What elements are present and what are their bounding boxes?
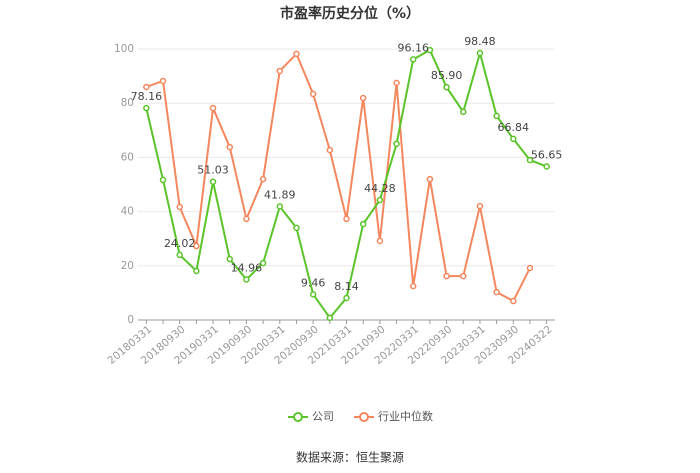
point (426, 175, 434, 183)
point (309, 90, 317, 98)
point (510, 297, 517, 305)
series-line (146, 52, 531, 303)
data-label: 78.16 (131, 90, 163, 103)
y-tick-label: 60 (121, 151, 134, 163)
point (309, 291, 317, 298)
point (159, 77, 167, 85)
point (143, 104, 150, 112)
point (143, 83, 150, 91)
point (460, 272, 467, 280)
chart-title: 市盈率历史分位（%） (280, 5, 420, 22)
source-note: 数据来源：恒生聚源 (296, 450, 404, 465)
point (159, 176, 167, 184)
point (409, 56, 417, 63)
point (209, 104, 217, 112)
point (376, 237, 384, 245)
point (476, 49, 484, 57)
point (426, 46, 434, 54)
point (510, 135, 517, 143)
legend-marker (293, 412, 303, 422)
data-label: 66.84 (498, 121, 530, 134)
point (376, 196, 384, 204)
point (393, 79, 400, 87)
point (359, 94, 367, 102)
point (326, 146, 334, 154)
y-tick-label: 40 (121, 206, 134, 218)
data-label: 98.48 (464, 35, 496, 48)
point (243, 215, 250, 223)
point (460, 108, 467, 116)
data-label: 14.96 (231, 261, 263, 274)
data-label: 56.65 (531, 148, 563, 161)
point (193, 242, 200, 250)
point (343, 294, 350, 302)
point (493, 112, 500, 120)
point (276, 67, 284, 75)
point (293, 50, 300, 58)
data-label: 85.90 (431, 69, 463, 82)
point (526, 264, 534, 272)
point (443, 83, 450, 91)
point (259, 175, 267, 183)
data-label: 44.28 (364, 182, 396, 195)
point (443, 272, 450, 280)
data-label: 41.89 (264, 188, 296, 201)
point (176, 251, 183, 259)
data-label: 96.16 (397, 41, 429, 54)
legend-label: 公司 (312, 410, 334, 423)
y-tick-label: 20 (121, 260, 134, 272)
series-line (145, 48, 548, 320)
point (226, 255, 233, 263)
point (226, 143, 233, 151)
point (326, 314, 334, 322)
point (343, 215, 350, 223)
point (193, 267, 200, 275)
point (259, 259, 267, 267)
point (543, 163, 550, 170)
point (526, 156, 534, 164)
legend-marker (359, 412, 369, 422)
data-label: 24.02 (164, 237, 196, 250)
point (393, 140, 400, 148)
point (409, 282, 417, 290)
y-tick-label: 80 (121, 97, 134, 109)
data-label: 51.03 (197, 164, 229, 177)
data-label: 8.14 (334, 280, 359, 293)
point (359, 220, 367, 228)
point (209, 178, 217, 185)
point (476, 202, 484, 210)
data-label: 9.46 (301, 276, 326, 289)
y-tick-label: 100 (114, 43, 134, 55)
point (493, 288, 500, 296)
y-tick-label: 0 (127, 314, 134, 326)
legend-label: 行业中位数 (378, 409, 433, 423)
point (176, 203, 183, 211)
point (276, 203, 284, 210)
point (293, 224, 300, 232)
point (243, 276, 250, 283)
